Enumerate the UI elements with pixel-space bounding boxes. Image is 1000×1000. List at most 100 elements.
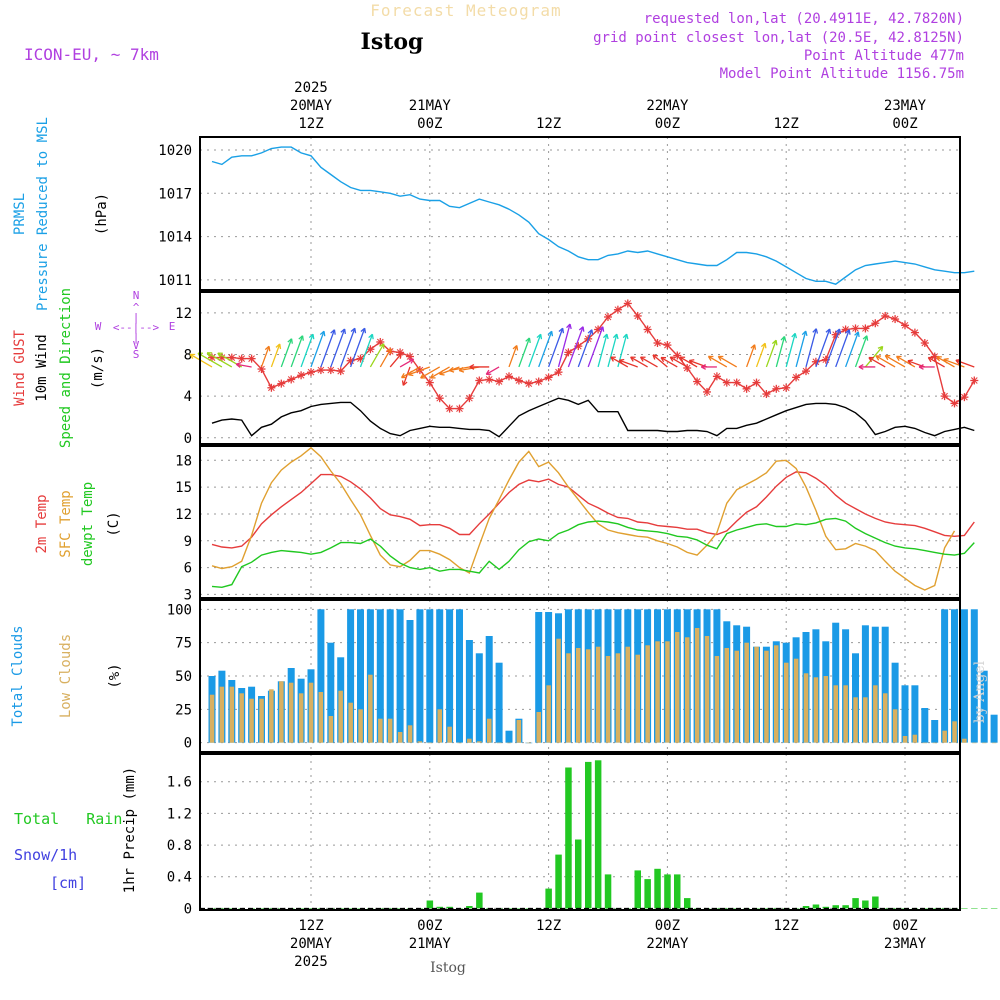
gust-marker [287, 375, 296, 384]
bar-0 [465, 640, 473, 743]
gust-marker [475, 376, 484, 385]
wind-arrow [485, 366, 500, 376]
gust-marker [910, 328, 919, 337]
top-time-label: 20MAY [290, 98, 333, 114]
bar-0 [861, 625, 869, 743]
bar-1 [229, 686, 235, 743]
pressure-panel: 1011 1014 1017 1020 [158, 136, 975, 291]
wind-arrow [884, 354, 906, 368]
temp-unit: (C) [106, 511, 122, 536]
gust-marker [277, 379, 286, 388]
gust-marker [366, 345, 375, 354]
bar-0 [327, 642, 335, 743]
bar-0 [941, 609, 949, 743]
bar-1 [784, 662, 789, 743]
bar-0 [822, 906, 830, 909]
series-line-0 [211, 471, 975, 549]
gust-marker [445, 404, 454, 413]
top-time-label: 23MAY [884, 98, 927, 114]
wind-arrow [407, 366, 431, 377]
station-title: Istog [361, 29, 424, 55]
bar-1 [843, 685, 848, 743]
bar-1 [407, 725, 413, 743]
wind-arrow [567, 326, 585, 368]
y-tick-label: 0 [184, 431, 192, 447]
wind-arrow [518, 337, 531, 368]
sfc-temp-label: SFC Temp [58, 490, 74, 557]
bar-0 [426, 609, 434, 743]
bar-1 [318, 692, 324, 743]
bar-1 [942, 730, 947, 743]
gust-marker [604, 312, 612, 321]
bar-0 [812, 904, 820, 909]
bar-0 [436, 609, 444, 743]
bar-0 [891, 662, 899, 743]
bar-1 [991, 742, 997, 744]
bar-0 [980, 670, 988, 743]
bar-1 [833, 685, 838, 743]
footer-station: Istog [430, 960, 466, 976]
precip-panel: 0 0.4 0.8 1.2 1.6 [167, 753, 998, 917]
gust-marker [663, 341, 672, 350]
wind-arrow [785, 332, 798, 368]
bar-1 [387, 718, 393, 743]
bar-1 [625, 646, 630, 743]
gust-marker [762, 390, 771, 399]
bar-0 [871, 626, 879, 743]
gust-marker [732, 378, 741, 387]
gust-marker [336, 367, 345, 376]
wind-arrow [270, 343, 282, 368]
svg-text:^: ^ [133, 301, 140, 314]
bar-0 [723, 908, 730, 909]
bar-0 [575, 839, 582, 909]
bar-0 [396, 609, 404, 743]
bar-0 [515, 908, 523, 909]
bar-1 [358, 709, 363, 743]
bar-0 [565, 767, 572, 909]
bottom-time-label: 12Z [536, 918, 561, 934]
gust-marker [712, 372, 721, 381]
wind-arrow [875, 355, 896, 368]
wind-arrow [652, 354, 668, 368]
bottom-time-label: 20MAY [290, 936, 333, 952]
watermark: by Angel [972, 660, 988, 723]
wind-arrow [927, 356, 945, 368]
bar-0 [981, 908, 988, 909]
y-tick-label: 3 [184, 587, 192, 603]
wind-arrow [864, 345, 884, 368]
wind-arrow [660, 356, 678, 368]
bottom-time-label: 00Z [417, 918, 442, 934]
wind-arrow [349, 327, 367, 368]
wind-arrow [610, 356, 629, 368]
bar-0 [228, 908, 236, 909]
wind-arrow [448, 366, 470, 373]
bar-1 [427, 742, 433, 744]
y-tick-label: 1.6 [167, 775, 192, 791]
bar-1 [754, 646, 759, 743]
bar-0 [951, 609, 958, 743]
wind-arrow [469, 363, 490, 370]
bar-0 [961, 908, 968, 909]
y-tick-label: 1020 [158, 143, 192, 159]
bar-1 [793, 658, 799, 743]
svg-text:N: N [133, 289, 140, 302]
gust-marker [505, 372, 513, 381]
gust-marker [792, 373, 801, 382]
gust-marker [623, 299, 632, 308]
wind-arrow [587, 326, 605, 368]
total-rain-label: Total Rain [14, 810, 122, 828]
bottom-time-label: 12Z [298, 918, 323, 934]
low-clouds-label: Low Clouds [58, 634, 74, 718]
bar-1 [457, 742, 462, 744]
bar-0 [891, 908, 899, 909]
bar-0 [436, 906, 443, 909]
gust-marker [673, 351, 682, 360]
gust-marker [920, 339, 929, 348]
wind-arrow [755, 342, 767, 368]
y-tick-label: 0 [184, 901, 192, 917]
gust-marker [495, 377, 504, 386]
top-time-label: 00Z [892, 116, 917, 132]
series-line-0 [211, 146, 975, 285]
gust-marker [534, 377, 543, 386]
bar-1 [219, 686, 225, 743]
